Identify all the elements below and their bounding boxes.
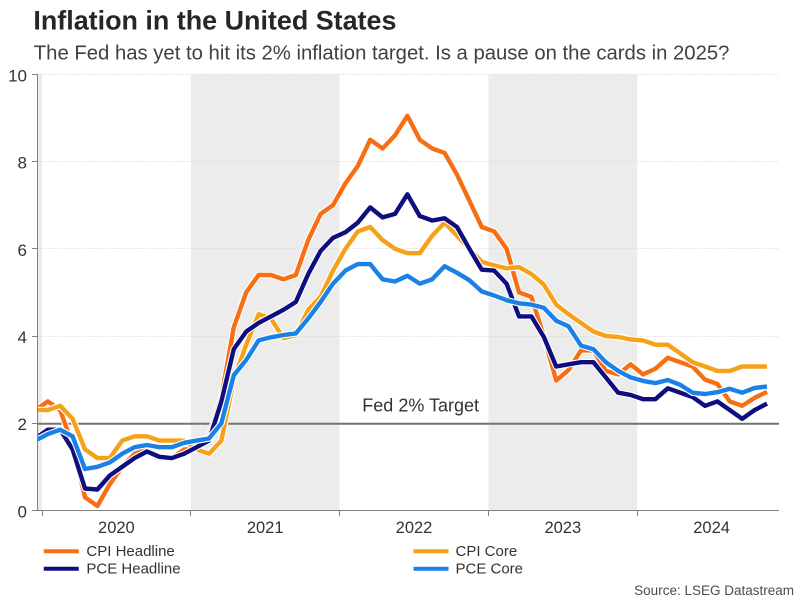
svg-text:2: 2 [18,415,27,434]
svg-text:8: 8 [18,154,27,173]
svg-text:2021: 2021 [247,519,284,537]
svg-text:The Fed has yet to hit its 2%: The Fed has yet to hit its 2% inflation … [34,42,730,64]
svg-text:CPI Headline: CPI Headline [86,543,174,560]
svg-text:PCE Headline: PCE Headline [86,560,180,577]
svg-text:6: 6 [18,241,27,260]
svg-text:Fed 2% Target: Fed 2% Target [362,395,479,415]
svg-text:2020: 2020 [98,519,135,537]
svg-text:2022: 2022 [396,519,433,537]
svg-text:0: 0 [18,502,27,521]
svg-text:2023: 2023 [544,519,581,537]
svg-text:Source: LSEG Datastream: Source: LSEG Datastream [634,583,794,598]
svg-text:4: 4 [18,328,27,347]
svg-text:PCE Core: PCE Core [456,560,524,577]
svg-text:CPI Core: CPI Core [456,543,518,560]
svg-text:10: 10 [8,66,27,85]
svg-text:2024: 2024 [693,519,730,537]
svg-text:Inflation in the United States: Inflation in the United States [33,6,396,36]
